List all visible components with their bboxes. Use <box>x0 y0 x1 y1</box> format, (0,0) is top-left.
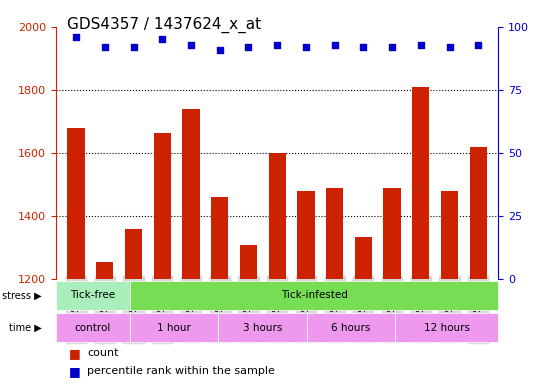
Bar <box>125 229 142 279</box>
Point <box>445 44 454 50</box>
Point <box>100 44 109 50</box>
Point <box>158 36 167 43</box>
Text: count: count <box>87 348 119 358</box>
Text: ■: ■ <box>69 365 81 377</box>
Bar <box>96 262 114 279</box>
Point <box>301 44 310 50</box>
Bar <box>153 132 171 279</box>
Text: 1 hour: 1 hour <box>157 323 191 333</box>
Point <box>388 44 396 50</box>
Text: 12 hours: 12 hours <box>424 323 470 333</box>
Bar <box>470 147 487 279</box>
Text: ■: ■ <box>69 347 81 360</box>
Text: Tick-infested: Tick-infested <box>281 290 348 300</box>
Bar <box>211 197 228 279</box>
FancyBboxPatch shape <box>130 281 498 310</box>
FancyBboxPatch shape <box>56 313 130 343</box>
FancyBboxPatch shape <box>218 313 307 343</box>
Point <box>330 41 339 48</box>
Bar <box>68 128 85 279</box>
FancyBboxPatch shape <box>56 281 130 310</box>
Text: percentile rank within the sample: percentile rank within the sample <box>87 366 275 376</box>
Bar <box>384 188 401 279</box>
Text: time ▶: time ▶ <box>8 323 41 333</box>
Text: 6 hours: 6 hours <box>332 323 371 333</box>
FancyBboxPatch shape <box>130 313 218 343</box>
Bar <box>412 87 430 279</box>
Bar <box>269 153 286 279</box>
Point <box>186 41 195 48</box>
Point <box>359 44 368 50</box>
Text: Tick-free: Tick-free <box>71 290 115 300</box>
Text: control: control <box>74 323 111 333</box>
Bar <box>441 191 458 279</box>
Bar <box>355 237 372 279</box>
Point <box>244 44 253 50</box>
Text: 3 hours: 3 hours <box>243 323 282 333</box>
Point <box>474 41 483 48</box>
Bar <box>183 109 199 279</box>
Point <box>416 41 425 48</box>
Point <box>72 34 81 40</box>
Bar <box>297 191 315 279</box>
Bar <box>240 245 257 279</box>
Point <box>273 41 282 48</box>
Text: GDS4357 / 1437624_x_at: GDS4357 / 1437624_x_at <box>67 17 262 33</box>
Point <box>129 44 138 50</box>
Bar <box>326 188 343 279</box>
Point <box>215 46 224 53</box>
FancyBboxPatch shape <box>307 313 395 343</box>
Text: stress ▶: stress ▶ <box>2 290 41 300</box>
FancyBboxPatch shape <box>395 313 498 343</box>
